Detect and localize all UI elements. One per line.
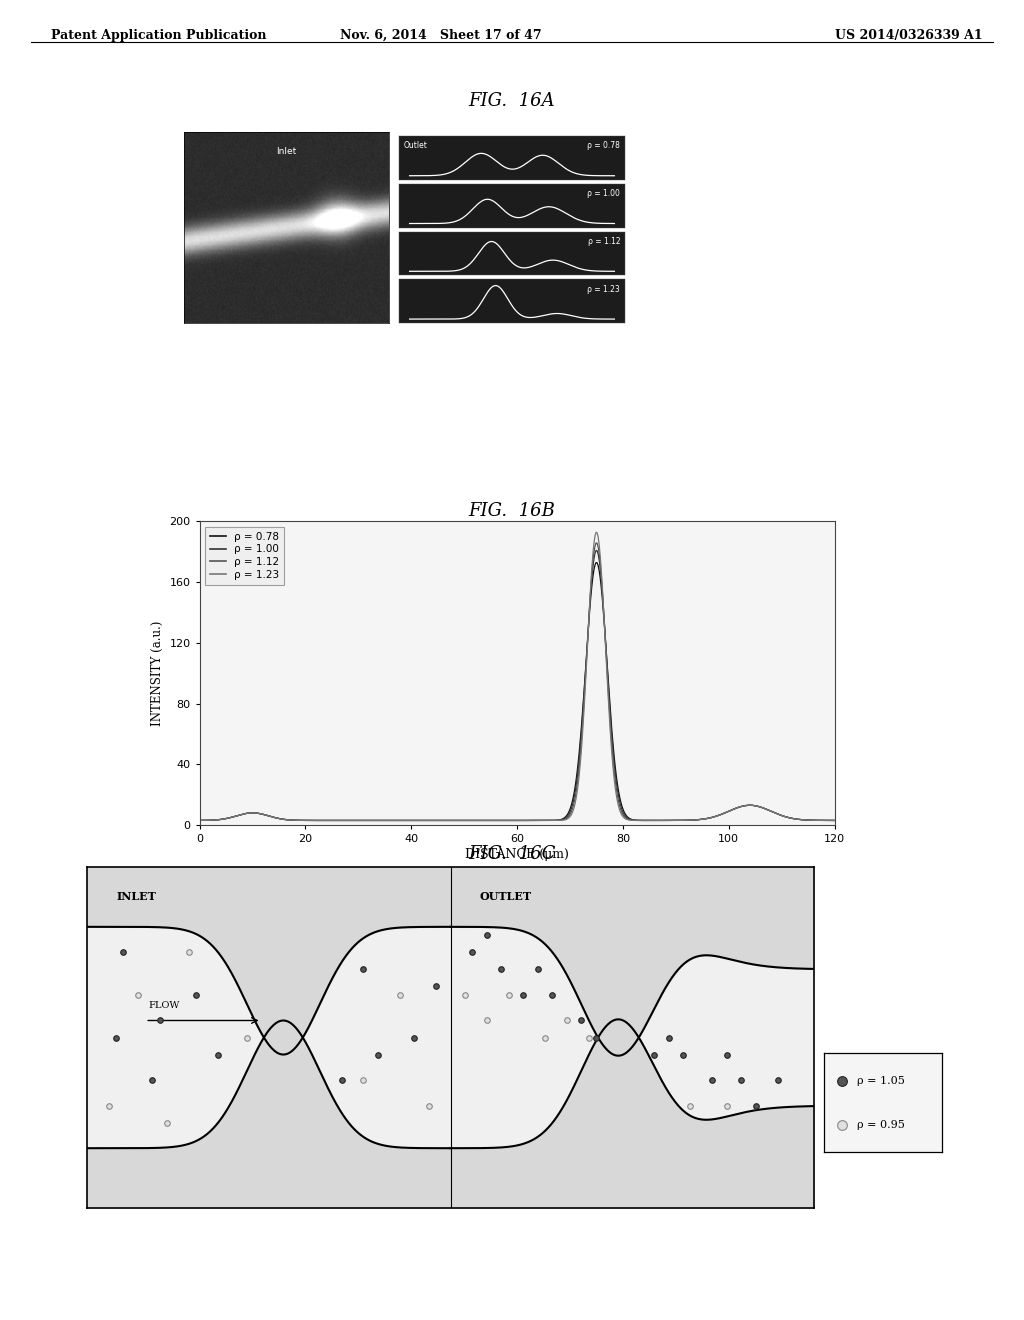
X-axis label: DISTANCE (μm): DISTANCE (μm) xyxy=(465,849,569,861)
Text: ρ = 0.95: ρ = 0.95 xyxy=(857,1119,905,1130)
Text: Inlet: Inlet xyxy=(276,148,297,156)
Text: ρ = 1.00: ρ = 1.00 xyxy=(587,189,621,198)
Text: US 2014/0326339 A1: US 2014/0326339 A1 xyxy=(836,29,983,42)
Y-axis label: INTENSITY (a.u.): INTENSITY (a.u.) xyxy=(151,620,164,726)
Text: OUTLET: OUTLET xyxy=(479,891,531,902)
Text: FIG.  16B: FIG. 16B xyxy=(469,502,555,520)
Text: FIG.  16A: FIG. 16A xyxy=(469,92,555,111)
Text: Outlet: Outlet xyxy=(403,141,428,150)
Text: Patent Application Publication: Patent Application Publication xyxy=(51,29,266,42)
Text: INLET: INLET xyxy=(116,891,156,902)
Text: FLOW: FLOW xyxy=(148,1001,180,1010)
Text: ρ = 1.12: ρ = 1.12 xyxy=(588,236,621,246)
Text: ρ = 0.78: ρ = 0.78 xyxy=(587,141,621,150)
Text: FIG.  16C: FIG. 16C xyxy=(468,845,556,863)
Text: ρ = 1.05: ρ = 1.05 xyxy=(857,1076,905,1086)
Text: Nov. 6, 2014   Sheet 17 of 47: Nov. 6, 2014 Sheet 17 of 47 xyxy=(340,29,541,42)
Legend: ρ = 0.78, ρ = 1.00, ρ = 1.12, ρ = 1.23: ρ = 0.78, ρ = 1.00, ρ = 1.12, ρ = 1.23 xyxy=(205,527,285,585)
Text: ρ = 1.23: ρ = 1.23 xyxy=(588,285,621,293)
